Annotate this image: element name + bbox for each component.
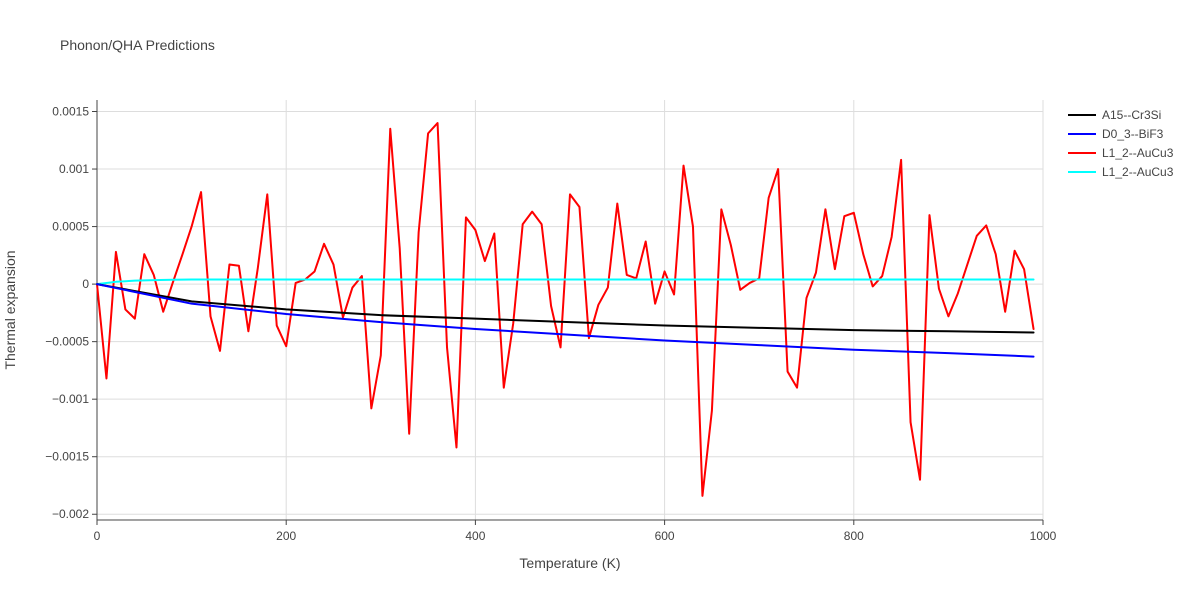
legend-label: L1_2--AuCu3 [1102, 165, 1174, 179]
series-line-2 [96, 122, 1035, 497]
y-tick-label: −0.0015 [45, 450, 89, 464]
series-line-0 [96, 283, 1035, 334]
x-axis-label: Temperature (K) [519, 555, 620, 571]
chart-title: Phonon/QHA Predictions [60, 37, 215, 53]
x-tick-label: 800 [844, 529, 864, 543]
series-line-3 [96, 278, 1035, 286]
y-tick-label: −0.0005 [45, 335, 89, 349]
legend-item[interactable]: D0_3--BiF3 [1068, 127, 1164, 141]
y-tick-label: −0.002 [52, 507, 89, 521]
x-tick-label: 1000 [1030, 529, 1057, 543]
y-tick-label: −0.001 [52, 392, 89, 406]
legend[interactable]: A15--Cr3Si D0_3--BiF3 L1_2--AuCu3 L1_2--AuC… [1068, 108, 1174, 179]
x-tick-label: 600 [655, 529, 675, 543]
legend-label: A15--Cr3Si [1102, 108, 1161, 122]
x-tick-label: 200 [276, 529, 296, 543]
x-tick-label: 400 [465, 529, 485, 543]
y-tick-label: 0.0015 [52, 105, 89, 119]
x-tick-label: 0 [94, 529, 101, 543]
y-tick-label: 0 [82, 277, 89, 291]
legend-item[interactable]: L1_2--AuCu3 [1068, 165, 1174, 179]
axes: 0 200 400 600 800 1000 0.0015 0.001 0.0005 0 −0.00… [45, 100, 1057, 543]
plot-area [96, 122, 1035, 497]
legend-label: D0_3--BiF3 [1102, 127, 1164, 141]
legend-item[interactable]: A15--Cr3Si [1068, 108, 1161, 122]
y-tick-label: 0.0005 [52, 220, 89, 234]
y-axis-label: Thermal expansion [2, 250, 18, 369]
legend-item[interactable]: L1_2--AuCu3 [1068, 146, 1174, 160]
y-tick-label: 0.001 [59, 162, 89, 176]
legend-label: L1_2--AuCu3 [1102, 146, 1174, 160]
series-line-1 [96, 283, 1035, 358]
